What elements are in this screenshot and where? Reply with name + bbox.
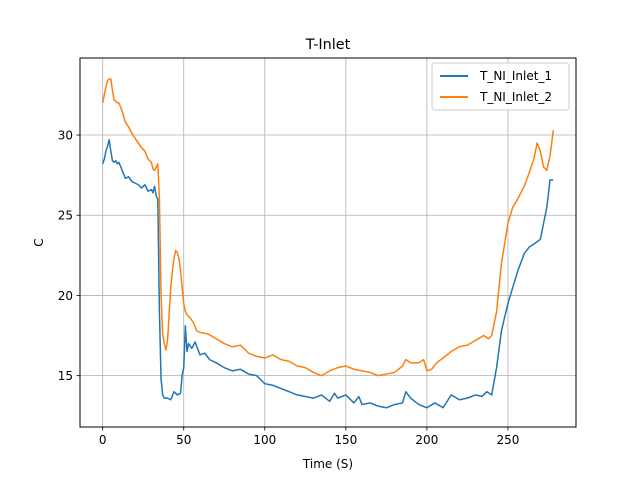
x-axis-label: Time (S) [302, 457, 353, 471]
x-tick-label: 250 [496, 433, 519, 447]
grid-lines [80, 58, 576, 427]
y-tick-label: 30 [58, 129, 73, 143]
legend-box [431, 62, 570, 111]
x-tick-label: 50 [176, 433, 191, 447]
y-tick-label: 20 [58, 289, 73, 303]
x-tick-label: 200 [415, 433, 438, 447]
chart-title: T-Inlet [305, 37, 351, 53]
legend-label-inlet-2: T_NI_Inlet_2 [479, 90, 552, 104]
x-tick-label: 150 [334, 433, 357, 447]
plot-frame [79, 57, 577, 428]
series-lines [101, 78, 555, 409]
legend-label-inlet-1: T_NI_Inlet_1 [479, 69, 552, 83]
legend: T_NI_Inlet_1 T_NI_Inlet_2 [431, 62, 570, 111]
x-tick-label: 100 [253, 433, 276, 447]
series-line-2 [101, 78, 555, 377]
series-line-1 [101, 139, 554, 409]
y-tick-label: 15 [58, 369, 73, 383]
y-axis-label: C [32, 238, 46, 246]
y-tick-label: 25 [58, 209, 73, 223]
axis-ticks: 0 50 100 150 200 250 15 20 25 30 [58, 129, 520, 447]
x-tick-label: 0 [99, 433, 107, 447]
